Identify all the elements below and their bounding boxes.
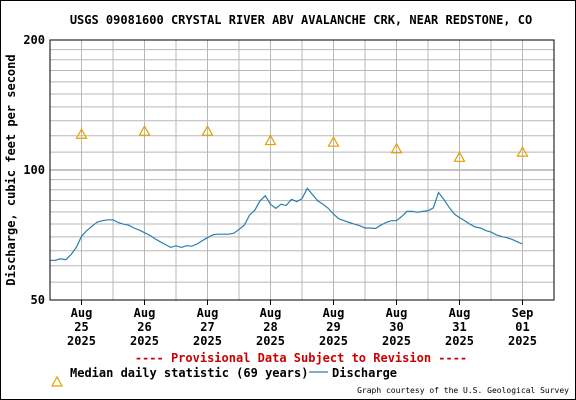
x-tick-label-5-0: Aug <box>386 306 408 320</box>
x-tick-label-0-2: 2025 <box>67 334 96 348</box>
x-tick-label-3-0: Aug <box>260 306 282 320</box>
median-triangle-0 <box>75 128 88 139</box>
median-triangle-2 <box>201 124 214 136</box>
x-tick-label-4-1: 29 <box>326 320 340 334</box>
legend-median-triangle-icon <box>50 375 64 387</box>
plot-area-border <box>49 39 555 301</box>
x-tick-label-1-0: Aug <box>134 306 156 320</box>
y-tick-label-1: 100 <box>23 163 45 177</box>
x-tick-label-7-0: Sep <box>512 306 534 320</box>
x-tick-label-2-0: Aug <box>197 306 219 320</box>
y-axis-tick-labels: 50 100 200 <box>23 33 45 307</box>
median-triangle-3 <box>264 134 277 146</box>
x-tick-label-6-0: Aug <box>449 306 471 320</box>
x-tick-label-1-1: 26 <box>137 320 151 334</box>
x-tick-label-3-2: 2025 <box>256 334 285 348</box>
chart-title: USGS 09081600 CRYSTAL RIVER ABV AVALANCH… <box>70 13 532 27</box>
x-tick-label-7-2: 2025 <box>508 334 537 348</box>
x-tick-label-3-1: 28 <box>263 320 277 334</box>
grid-lines <box>50 39 554 301</box>
x-tick-label-5-2: 2025 <box>382 334 411 348</box>
x-tick-label-6-2: 2025 <box>445 334 474 348</box>
legend-median-label: Median daily statistic (69 years) <box>70 366 308 380</box>
x-tick-label-0-1: 25 <box>74 320 88 334</box>
median-triangle-1 <box>138 124 151 136</box>
x-tick-label-2-2: 2025 <box>193 334 222 348</box>
x-tick-label-1-2: 2025 <box>130 334 159 348</box>
discharge-series-line <box>50 187 523 261</box>
y-axis-label: Discharge, cubic feet per second <box>4 54 18 285</box>
x-tick-label-2-1: 27 <box>200 320 214 334</box>
median-triangle-6 <box>453 151 466 162</box>
provisional-notice: ---- Provisional Data Subject to Revisio… <box>135 351 467 365</box>
legend: Median daily statistic (69 years) Discha… <box>50 366 397 387</box>
x-tick-label-0-0: Aug <box>71 306 93 320</box>
x-tick-label-4-2: 2025 <box>319 334 348 348</box>
median-triangle-5 <box>390 142 403 154</box>
y-tick-label-0: 50 <box>31 293 45 307</box>
legend-discharge-label: Discharge <box>332 366 397 380</box>
x-tick-label-7-1: 01 <box>515 320 529 334</box>
x-tick-label-4-0: Aug <box>323 306 345 320</box>
median-markers <box>75 124 529 162</box>
x-tick-label-5-1: 30 <box>389 320 403 334</box>
x-tick-label-6-1: 31 <box>452 320 466 334</box>
x-axis-tick-labels: Aug252025Aug262025Aug272025Aug282025Aug2… <box>67 300 537 348</box>
credit-text: Graph courtesy of the U.S. Geological Su… <box>357 386 569 395</box>
median-triangle-4 <box>327 135 340 147</box>
y-tick-label-2: 200 <box>23 33 45 47</box>
median-triangle-7 <box>516 145 529 157</box>
